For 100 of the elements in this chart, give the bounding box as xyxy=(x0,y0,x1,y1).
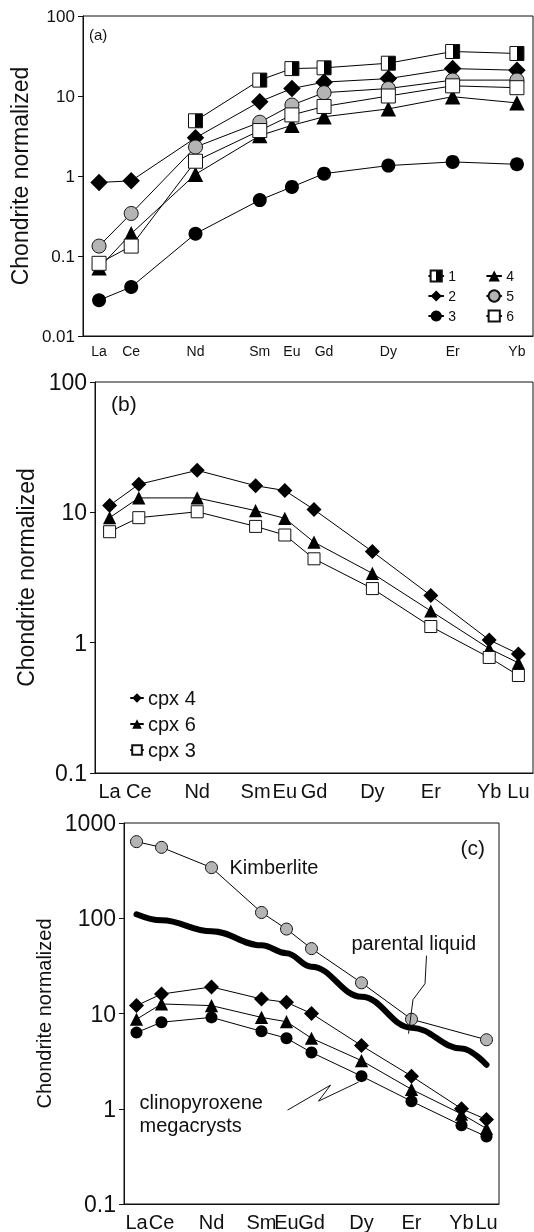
point xyxy=(277,483,293,499)
y-tick-label: 0.1 xyxy=(84,1191,116,1217)
x-tick-label: La xyxy=(98,780,122,802)
point xyxy=(190,491,204,505)
point xyxy=(190,505,204,519)
point xyxy=(252,193,267,208)
point xyxy=(317,166,332,181)
point xyxy=(131,476,147,492)
x-tick-label: Gd xyxy=(300,780,328,802)
point xyxy=(252,123,268,139)
x-tick-label: Nd xyxy=(184,780,210,802)
point xyxy=(154,986,169,1002)
point xyxy=(123,205,139,221)
x-tick-label: Gd xyxy=(298,1211,325,1232)
x-tick-label: Eu xyxy=(272,780,298,802)
point xyxy=(381,158,396,173)
point xyxy=(278,511,292,525)
point xyxy=(280,1032,293,1045)
point xyxy=(423,588,439,604)
point xyxy=(511,668,525,682)
point xyxy=(103,511,117,525)
x-tick-label: Ce xyxy=(122,343,141,359)
x-tick-label: La xyxy=(91,343,108,359)
point xyxy=(188,139,203,155)
point xyxy=(278,528,292,542)
point xyxy=(255,905,268,919)
point xyxy=(103,525,117,539)
point xyxy=(254,991,269,1007)
point xyxy=(254,1010,269,1024)
legend-label: cpx 4 xyxy=(148,687,196,709)
point xyxy=(355,1070,368,1083)
point xyxy=(365,582,379,596)
x-tick-label: Eu xyxy=(283,343,301,359)
point xyxy=(249,504,263,518)
x-tick-label: Lu xyxy=(475,1211,498,1232)
y-tick-label: 100 xyxy=(77,905,116,932)
x-tick-label: Eu xyxy=(274,1211,299,1232)
y-tick-label: 1 xyxy=(65,166,75,186)
point xyxy=(509,80,525,96)
legend-label: 3 xyxy=(448,308,457,324)
y-tick-label: 10 xyxy=(56,86,75,106)
point xyxy=(284,61,300,77)
point xyxy=(380,88,396,104)
point xyxy=(279,1015,294,1029)
y-tick-label: 100 xyxy=(48,369,87,395)
point xyxy=(355,976,368,990)
x-tick-label: Nd xyxy=(186,343,205,359)
x-tick-label: Dy xyxy=(360,780,385,802)
point xyxy=(187,113,203,129)
x-tick-label: Lu xyxy=(507,780,530,802)
point xyxy=(480,1033,493,1047)
point xyxy=(404,1068,419,1084)
point xyxy=(130,835,143,849)
point xyxy=(248,478,264,494)
point xyxy=(155,840,168,854)
point xyxy=(316,60,332,76)
y-tick-label: 0.1 xyxy=(51,246,75,266)
text: (c) xyxy=(460,836,486,859)
point xyxy=(251,92,269,111)
legend-label: 1 xyxy=(448,268,457,284)
x-tick-label: Er xyxy=(445,343,460,359)
x-tick-label: Yb xyxy=(476,780,502,802)
point xyxy=(364,544,380,560)
point xyxy=(132,491,146,505)
y-tick-label: 1000 xyxy=(64,810,116,836)
y-tick-label: 10 xyxy=(61,499,87,526)
point xyxy=(445,78,461,94)
point xyxy=(509,95,525,111)
point xyxy=(187,166,204,182)
point xyxy=(91,255,107,271)
point xyxy=(509,157,524,172)
y-tick-label: 1 xyxy=(74,629,87,656)
point xyxy=(204,999,219,1013)
text: (a) xyxy=(89,26,108,43)
x-tick-label: Nd xyxy=(198,1211,225,1232)
annotation: Kimberlite xyxy=(229,856,319,879)
point xyxy=(283,79,301,98)
text: (b) xyxy=(111,392,137,415)
point xyxy=(249,519,263,533)
point xyxy=(509,45,525,61)
legend-label: 2 xyxy=(448,288,457,304)
point xyxy=(189,462,205,478)
point xyxy=(205,861,218,875)
point xyxy=(405,1095,418,1108)
point xyxy=(284,179,299,194)
point xyxy=(205,1011,218,1024)
y-axis-title: Chondrite normalized xyxy=(32,918,55,1109)
x-tick-label: Sm xyxy=(249,343,271,359)
x-tick-label: La xyxy=(125,1211,149,1232)
point xyxy=(455,1119,468,1132)
legend-label: 4 xyxy=(506,268,515,284)
point xyxy=(255,1025,268,1038)
point xyxy=(90,173,108,192)
y-tick-label: 100 xyxy=(46,6,75,26)
x-tick-label: Er xyxy=(401,1211,422,1232)
point xyxy=(284,107,300,123)
point xyxy=(316,85,332,101)
y-axis-title: Chondrite normalized xyxy=(13,468,40,687)
x-tick-label: Dy xyxy=(379,343,397,359)
y-tick-label: 1 xyxy=(103,1095,116,1122)
